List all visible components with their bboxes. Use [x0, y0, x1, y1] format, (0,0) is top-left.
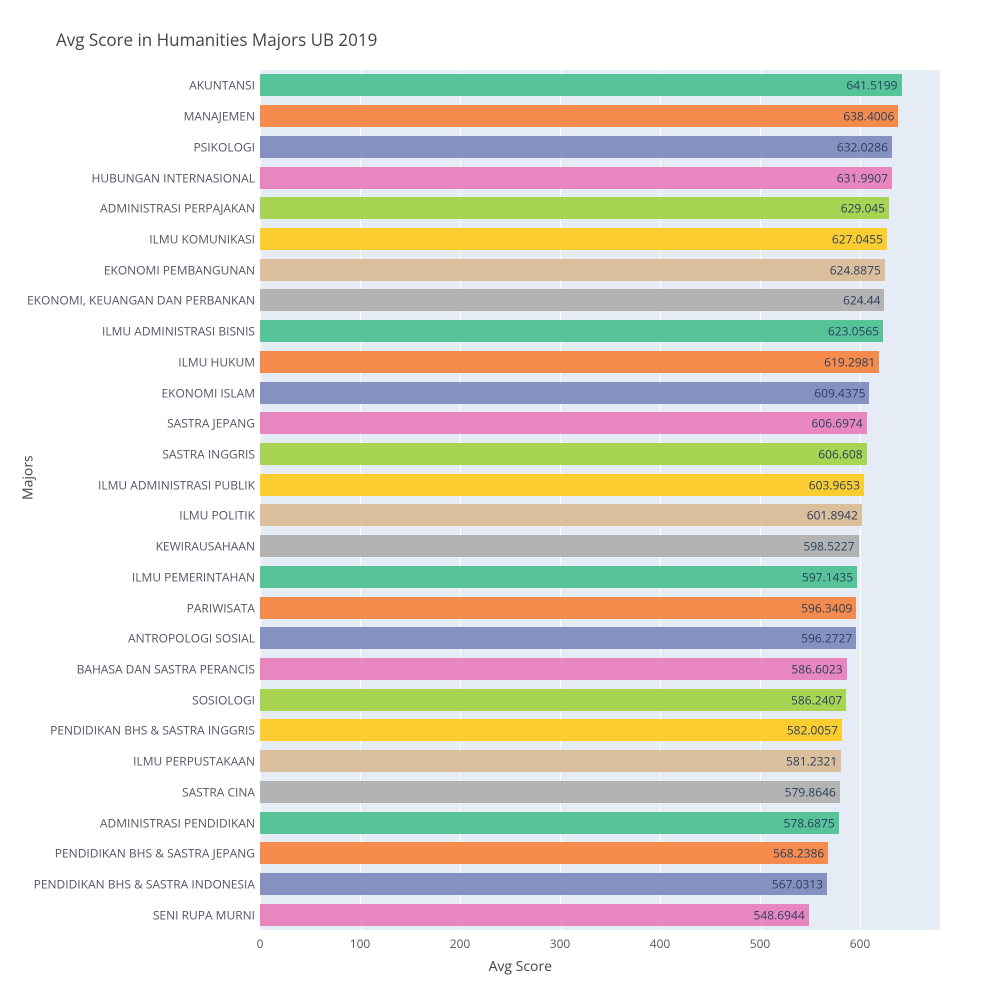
bar: 579.8646	[260, 781, 840, 803]
bar-value-label: 623.0565	[828, 323, 879, 340]
y-tick-label: KEWIRAUSAHAAN	[156, 538, 255, 555]
bar: 603.9653	[260, 474, 864, 496]
bar-value-label: 568.2386	[773, 845, 824, 862]
plot-area: 641.5199 638.4006 632.0286 631.9907 629.045 6…	[260, 70, 940, 930]
x-axis-title: Avg Score	[489, 957, 552, 976]
chart-title: Avg Score in Humanities Majors UB 2019	[56, 28, 377, 51]
y-tick-label: PENDIDIKAN BHS & SASTRA INDONESIA	[34, 875, 255, 892]
bar-value-label: 624.8875	[830, 261, 881, 278]
bar-value-label: 606.608	[818, 445, 862, 462]
y-tick-label: PENDIDIKAN BHS & SASTRA INGGRIS	[50, 722, 255, 739]
y-tick-label: EKONOMI PEMBANGUNAN	[104, 261, 255, 278]
bar: 568.2386	[260, 842, 828, 864]
bar-value-label: 619.2981	[824, 353, 875, 370]
y-tick-label: PARIWISATA	[187, 599, 255, 616]
bar: 609.4375	[260, 382, 869, 404]
bar-value-label: 603.9653	[809, 476, 860, 493]
bar: 586.2407	[260, 689, 846, 711]
bar-value-label: 631.9907	[837, 169, 888, 186]
bar-value-label: 586.2407	[791, 691, 842, 708]
bar-value-label: 606.6974	[812, 415, 863, 432]
y-tick-label: ILMU ADMINISTRASI BISNIS	[102, 323, 255, 340]
bar: 624.8875	[260, 259, 885, 281]
chart-container: Avg Score in Humanities Majors UB 2019 6…	[0, 0, 1000, 1000]
bar: 596.3409	[260, 597, 856, 619]
bar: 548.6944	[260, 904, 809, 926]
y-tick-label: MANAJEMEN	[184, 108, 255, 125]
y-axis-title: Majors	[19, 455, 38, 500]
x-tick-label: 300	[550, 935, 571, 952]
y-tick-label: ADMINISTRASI PENDIDIKAN	[100, 814, 255, 831]
x-tick-label: 500	[750, 935, 771, 952]
y-tick-label: ILMU ADMINISTRASI PUBLIK	[98, 476, 255, 493]
y-tick-label: AKUNTANSI	[189, 77, 255, 94]
y-tick-label: ILMU POLITIK	[179, 507, 255, 524]
y-tick-label: EKONOMI ISLAM	[161, 384, 255, 401]
bar-value-label: 629.045	[841, 200, 885, 217]
bar-value-label: 548.6944	[754, 906, 805, 923]
y-tick-label: BAHASA DAN SASTRA PERANCIS	[77, 660, 255, 677]
bar-value-label: 601.8942	[807, 507, 858, 524]
bar-value-label: 641.5199	[846, 77, 897, 94]
bar: 632.0286	[260, 136, 892, 158]
bar-value-label: 596.3409	[801, 599, 852, 616]
bar: 601.8942	[260, 504, 862, 526]
bar: 596.2727	[260, 627, 856, 649]
bar-value-label: 597.1435	[802, 568, 853, 585]
y-tick-label: SENI RUPA MURNI	[153, 906, 255, 923]
bar: 641.5199	[260, 74, 902, 96]
y-tick-label: HUBUNGAN INTERNASIONAL	[92, 169, 255, 186]
bar: 567.0313	[260, 873, 827, 895]
bar: 597.1435	[260, 566, 857, 588]
x-tick-label: 400	[650, 935, 671, 952]
y-tick-label: SASTRA JEPANG	[167, 415, 255, 432]
x-tick-label: 100	[350, 935, 371, 952]
y-tick-label: ILMU PEMERINTAHAN	[132, 568, 255, 585]
y-tick-label: PENDIDIKAN BHS & SASTRA JEPANG	[55, 845, 255, 862]
bar: 582.0057	[260, 719, 842, 741]
y-tick-label: SOSIOLOGI	[192, 691, 255, 708]
bar-value-label: 581.2321	[786, 753, 837, 770]
x-tick-label: 600	[850, 935, 871, 952]
bar-value-label: 609.4375	[814, 384, 865, 401]
y-tick-label: EKONOMI, KEUANGAN DAN PERBANKAN	[27, 292, 255, 309]
bar: 631.9907	[260, 167, 892, 189]
y-tick-label: ANTROPOLOGI SOSIAL	[128, 630, 255, 647]
y-tick-label: SASTRA INGGRIS	[162, 445, 255, 462]
bar: 638.4006	[260, 105, 898, 127]
bar: 586.6023	[260, 658, 847, 680]
bar-value-label: 598.5227	[803, 538, 854, 555]
bar: 598.5227	[260, 535, 859, 557]
x-tick-label: 200	[450, 935, 471, 952]
bar-value-label: 586.6023	[791, 660, 842, 677]
y-tick-label: SASTRA CINA	[182, 783, 255, 800]
bar-value-label: 624.44	[843, 292, 880, 309]
y-tick-label: ILMU HUKUM	[178, 353, 255, 370]
bar-value-label: 579.8646	[785, 783, 836, 800]
bar: 578.6875	[260, 812, 839, 834]
bar-value-label: 596.2727	[801, 630, 852, 647]
bar: 624.44	[260, 289, 884, 311]
bar: 627.0455	[260, 228, 887, 250]
bar-value-label: 578.6875	[784, 814, 835, 831]
bar-value-label: 582.0057	[787, 722, 838, 739]
bar: 623.0565	[260, 320, 883, 342]
x-tick-label: 0	[257, 935, 264, 952]
bar-value-label: 638.4006	[843, 108, 894, 125]
bar: 629.045	[260, 197, 889, 219]
bar-value-label: 567.0313	[772, 875, 823, 892]
bar: 581.2321	[260, 750, 841, 772]
bar: 606.608	[260, 443, 867, 465]
y-tick-label: ILMU PERPUSTAKAAN	[133, 753, 255, 770]
bar: 619.2981	[260, 351, 879, 373]
bar: 606.6974	[260, 412, 867, 434]
bar-value-label: 627.0455	[832, 230, 883, 247]
y-tick-label: ADMINISTRASI PERPAJAKAN	[100, 200, 255, 217]
y-tick-label: ILMU KOMUNIKASI	[149, 230, 255, 247]
bar-value-label: 632.0286	[837, 138, 888, 155]
y-tick-label: PSIKOLOGI	[193, 138, 255, 155]
